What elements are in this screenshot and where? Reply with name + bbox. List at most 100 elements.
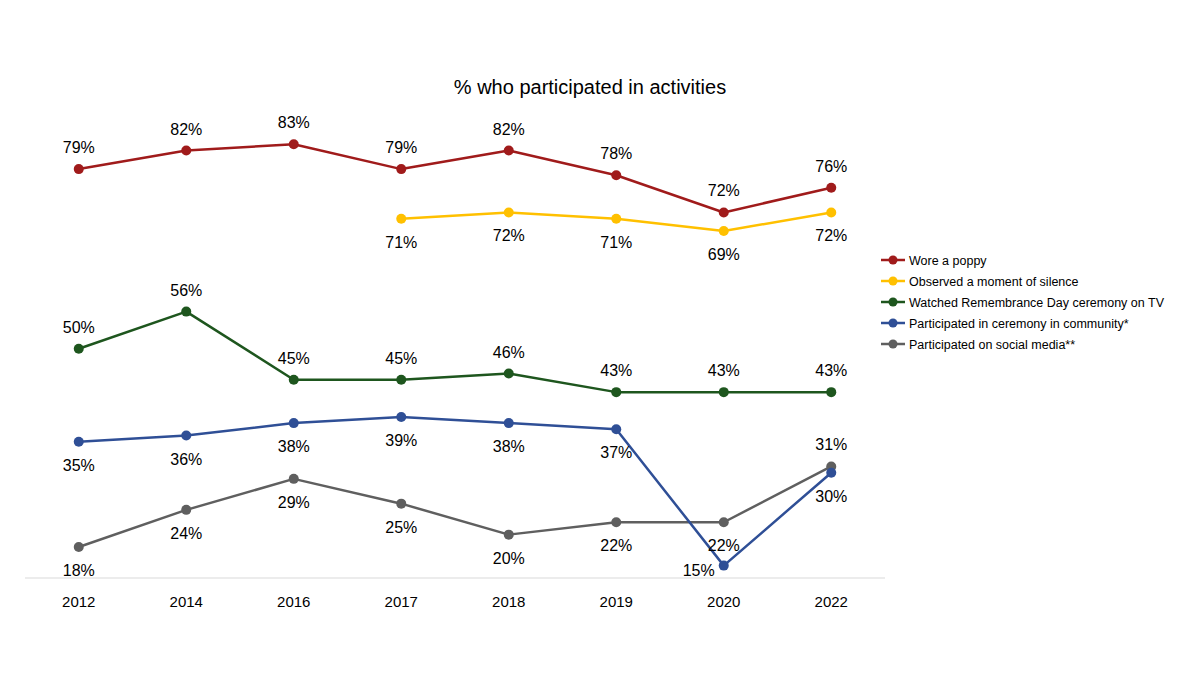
series-line: [79, 312, 832, 393]
data-label: 45%: [278, 350, 310, 367]
series-marker: [719, 226, 729, 236]
series-marker: [504, 530, 514, 540]
data-label: 82%: [170, 121, 202, 138]
legend-swatch: [889, 340, 898, 349]
data-label: 29%: [278, 494, 310, 511]
data-label: 38%: [278, 438, 310, 455]
data-label: 69%: [708, 246, 740, 263]
series-marker: [181, 307, 191, 317]
data-label: 15%: [683, 562, 715, 579]
x-tick-label: 2018: [492, 593, 525, 610]
series-marker: [396, 375, 406, 385]
x-tick-label: 2017: [385, 593, 418, 610]
data-label: 24%: [170, 525, 202, 542]
background: [0, 0, 1200, 675]
data-label: 37%: [600, 444, 632, 461]
x-tick-label: 2014: [170, 593, 203, 610]
series-marker: [611, 517, 621, 527]
data-label: 38%: [493, 438, 525, 455]
data-label: 45%: [385, 350, 417, 367]
legend-swatch: [889, 256, 898, 265]
legend-label: Watched Remembrance Day ceremony on TV: [909, 296, 1165, 310]
series-line: [401, 212, 831, 231]
series-marker: [826, 207, 836, 217]
series-marker: [826, 387, 836, 397]
data-label: 31%: [815, 436, 847, 453]
data-label: 22%: [708, 537, 740, 554]
plot-area: [74, 139, 837, 570]
series-marker: [504, 146, 514, 156]
series-marker: [74, 542, 84, 552]
data-label: 43%: [815, 362, 847, 379]
data-label: 76%: [815, 158, 847, 175]
legend-swatch: [889, 319, 898, 328]
data-label: 36%: [170, 451, 202, 468]
legend-label: Participated on social media**: [909, 338, 1075, 352]
data-label: 82%: [493, 121, 525, 138]
legend-swatch: [889, 277, 898, 286]
data-label: 56%: [170, 282, 202, 299]
legend-label: Participated in ceremony in community*: [909, 317, 1129, 331]
series-marker: [74, 164, 84, 174]
series-line: [79, 417, 832, 566]
series-marker: [396, 499, 406, 509]
series-line: [79, 466, 832, 547]
x-tick-label: 2019: [600, 593, 633, 610]
series-marker: [826, 468, 836, 478]
series-marker: [181, 505, 191, 515]
series-marker: [396, 164, 406, 174]
series-marker: [289, 474, 299, 484]
series-marker: [289, 418, 299, 428]
legend-label: Wore a poppy: [909, 254, 987, 268]
x-tick-label: 2012: [62, 593, 95, 610]
series-line: [79, 144, 832, 212]
legend-label: Observed a moment of silence: [909, 275, 1079, 289]
series-marker: [719, 387, 729, 397]
series-marker: [181, 431, 191, 441]
data-label: 72%: [708, 182, 740, 199]
series-marker: [504, 369, 514, 379]
title: % who participated in activities: [454, 76, 726, 98]
data-label: 18%: [63, 562, 95, 579]
data-label: 72%: [815, 227, 847, 244]
series-marker: [74, 344, 84, 354]
series-marker: [504, 207, 514, 217]
data-label: 43%: [600, 362, 632, 379]
data-label: 22%: [600, 537, 632, 554]
series-marker: [289, 375, 299, 385]
x-axis: [25, 578, 885, 579]
x-tick-label: 2020: [707, 593, 740, 610]
series-marker: [611, 214, 621, 224]
series-marker: [611, 387, 621, 397]
legend-swatch: [889, 298, 898, 307]
data-labels: 18% 24% 29% 25% 20% 22% 22% 31% 35% 36% 38% 39% 38% 3…: [63, 114, 848, 579]
data-label: 72%: [493, 227, 525, 244]
data-label: 30%: [815, 488, 847, 505]
series-marker: [396, 214, 406, 224]
series-marker: [611, 170, 621, 180]
data-label: 35%: [63, 457, 95, 474]
series-marker: [719, 517, 729, 527]
data-label: 50%: [63, 319, 95, 336]
data-label: 71%: [600, 234, 632, 251]
series-marker: [396, 412, 406, 422]
x-tick-label: 2022: [815, 593, 848, 610]
series-marker: [719, 207, 729, 217]
data-label: 71%: [385, 234, 417, 251]
data-label: 79%: [385, 139, 417, 156]
series-marker: [826, 183, 836, 193]
data-label: 39%: [385, 432, 417, 449]
legend: Wore a poppy Observed a moment of silence…: [881, 254, 1165, 352]
data-label: 20%: [493, 550, 525, 567]
data-label: 78%: [600, 145, 632, 162]
series-marker: [74, 437, 84, 447]
data-label: 46%: [493, 344, 525, 361]
series-marker: [719, 561, 729, 571]
data-label: 43%: [708, 362, 740, 379]
data-label: 25%: [385, 519, 417, 536]
series-marker: [289, 139, 299, 149]
series-marker: [181, 146, 191, 156]
series-marker: [611, 424, 621, 434]
series-marker: [504, 418, 514, 428]
x-tick-label: 2016: [277, 593, 310, 610]
